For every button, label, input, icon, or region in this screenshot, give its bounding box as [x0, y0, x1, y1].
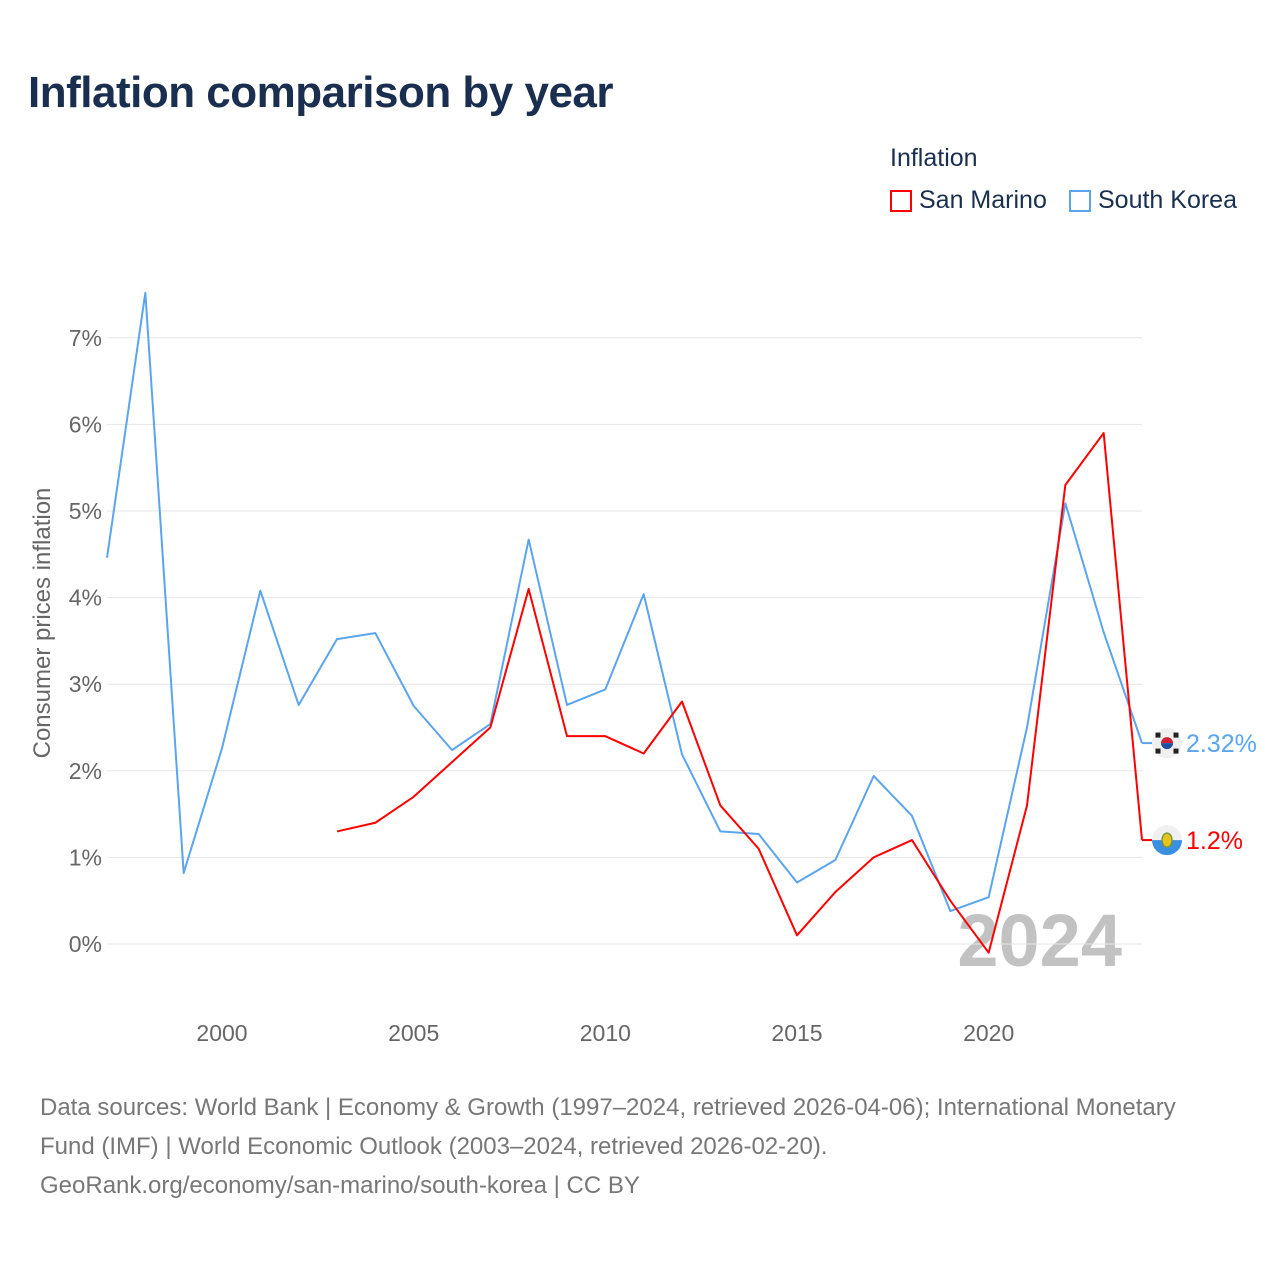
year-watermark: 2024 — [957, 899, 1122, 982]
y-tick-label: 1% — [69, 844, 102, 870]
series-line-south-korea — [106, 291, 1143, 913]
flag-part — [1161, 743, 1173, 750]
legend-item-san-marino[interactable]: San Marino — [890, 186, 1047, 215]
y-tick-label: 4% — [69, 585, 102, 611]
y-tick-label: 2% — [69, 758, 102, 784]
legend-label: San Marino — [919, 186, 1047, 214]
x-tick-label: 2000 — [196, 1020, 247, 1046]
chart-title: Inflation comparison by year — [28, 68, 614, 117]
flag-part — [1161, 737, 1173, 744]
x-tick-label: 2010 — [580, 1020, 631, 1046]
y-tick-label: 0% — [69, 931, 102, 957]
sources-note: Data sources: World Bank | Economy & Gro… — [40, 1088, 1220, 1205]
y-tick-label: 7% — [69, 325, 102, 351]
y-tick-label: 3% — [69, 671, 102, 697]
legend-item-south-korea[interactable]: South Korea — [1069, 186, 1237, 215]
flag-part — [1161, 832, 1173, 848]
x-tick-label: 2005 — [388, 1020, 439, 1046]
flag-part — [1155, 732, 1161, 738]
legend-label: South Korea — [1098, 186, 1237, 214]
series-line-san-marino — [336, 432, 1143, 954]
line-chart: 2024 0% 1% 2% 3% 4% 5% 6% 7% 2000 2005 2010 2015 2020… — [29, 291, 1257, 1046]
y-tick-label: 5% — [69, 498, 102, 524]
flag-part — [1173, 732, 1179, 738]
legend-swatch-icon — [890, 189, 912, 212]
flag-part — [1155, 748, 1161, 754]
sources-text: Data sources: World Bank | Economy & Gro… — [40, 1094, 1176, 1160]
x-tick-label: 2020 — [963, 1020, 1014, 1046]
y-axis-label: Consumer prices inflation — [29, 488, 56, 759]
x-tick-label: 2015 — [771, 1020, 822, 1046]
attribution-link[interactable]: GeoRank.org/economy/san-marino/south-kor… — [40, 1172, 640, 1199]
end-value-label: 1.2% — [1186, 827, 1243, 855]
legend-swatch-icon — [1069, 189, 1091, 212]
end-value-label: 2.32% — [1186, 730, 1257, 758]
legend-title: Inflation — [890, 144, 978, 172]
flag-part — [1173, 748, 1179, 754]
y-tick-label: 6% — [69, 411, 102, 437]
